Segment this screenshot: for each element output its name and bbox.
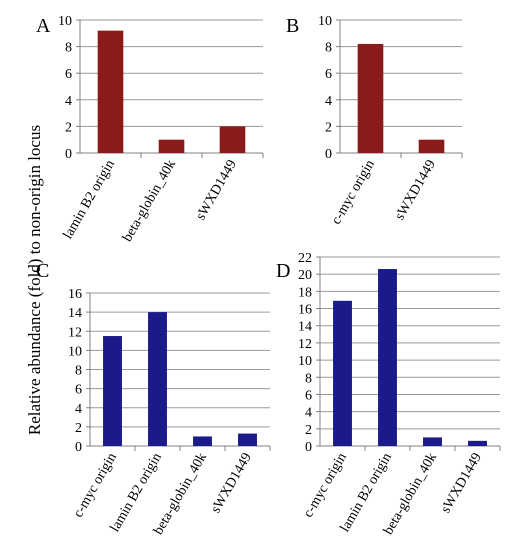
y-tick-label: 0	[75, 440, 82, 455]
y-tick-label: 2	[325, 120, 332, 135]
panel-letter: B	[286, 15, 299, 37]
y-tick-label: 12	[68, 325, 82, 340]
bar-a-0	[97, 30, 124, 153]
x-tick-label: beta-globin_40k	[120, 158, 179, 245]
bar-d-3	[468, 440, 487, 446]
panel-a: A 0 2 4 6 8 10 lamin B2 origin beta-globin_40k sW…	[36, 14, 264, 245]
y-tick-label: 6	[325, 67, 332, 82]
bar-c-0	[103, 336, 122, 446]
bar-b-1	[418, 139, 445, 153]
y-tick-label: 2	[65, 120, 72, 135]
y-tick-label: 18	[298, 285, 312, 300]
y-tick-label: 10	[298, 354, 312, 369]
bar-d-0	[333, 300, 352, 446]
y-tick-label: 0	[325, 147, 332, 162]
bar-c-1	[148, 312, 167, 446]
y-tick-label: 2	[75, 421, 82, 436]
y-tick-label: 8	[65, 41, 72, 56]
bar-b-0	[357, 43, 384, 153]
y-tick-label: 12	[298, 337, 312, 352]
bar-c-2	[193, 436, 212, 446]
x-tick-label: sWXD1449	[209, 451, 255, 516]
panel-letter: C	[36, 260, 49, 282]
y-tick-label: 14	[68, 306, 82, 321]
x-tick-label: c-myc origin	[329, 158, 378, 228]
y-tick-label: 4	[65, 94, 72, 109]
panel-b: B 0 2 4 6 8 10 c-myc origin sWXD1449	[286, 14, 463, 228]
y-tick-label: 4	[75, 402, 82, 417]
y-tick-label: 16	[298, 303, 312, 318]
x-tick-label: sWXD1449	[194, 158, 240, 223]
panel-letter: A	[36, 15, 51, 37]
y-tick-label: 4	[305, 406, 312, 421]
x-tick-label: lamin B2 origin	[61, 158, 118, 242]
y-tick-label: 0	[65, 147, 72, 162]
y-axis-label: Relative abundance (fold) to non-origin …	[25, 125, 44, 435]
y-tick-label: 2	[305, 423, 312, 438]
panel-letter: D	[276, 260, 290, 282]
y-tick-label: 20	[298, 268, 312, 283]
x-tick-label: c-myc origin	[301, 451, 350, 521]
y-tick-label: 6	[75, 383, 82, 398]
y-tick-label: 10	[68, 344, 82, 359]
y-tick-label: 4	[325, 94, 332, 109]
x-tick-label: sWXD1449	[439, 451, 485, 516]
y-tick-label: 10	[58, 14, 72, 29]
y-tick-label: 16	[68, 287, 82, 302]
bar-c-3	[238, 433, 257, 446]
y-tick-label: 8	[75, 364, 82, 379]
bar-a-2	[219, 126, 246, 153]
y-tick-label: 10	[318, 14, 332, 29]
bar-a-1	[158, 139, 185, 153]
y-tick-label: 8	[305, 371, 312, 386]
y-tick-label: 8	[325, 41, 332, 56]
y-tick-label: 6	[65, 67, 72, 82]
y-tick-label: 14	[298, 320, 312, 335]
y-tick-label: 22	[298, 251, 312, 266]
x-tick-label: sWXD1449	[393, 158, 439, 223]
y-tick-label: 6	[305, 388, 312, 403]
bar-d-1	[378, 269, 397, 446]
x-tick-label: c-myc origin	[71, 451, 120, 521]
bar-d-2	[423, 437, 442, 446]
y-tick-label: 0	[305, 440, 312, 455]
